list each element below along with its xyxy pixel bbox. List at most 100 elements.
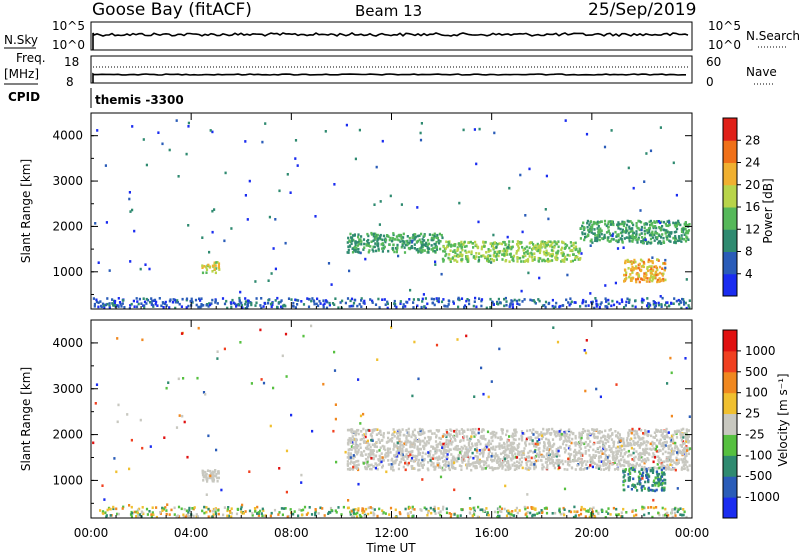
velocity-cell <box>646 457 649 460</box>
velocity-cell <box>460 468 463 471</box>
power-cell <box>421 238 424 241</box>
power-cell <box>668 223 671 227</box>
velocity-cell <box>483 467 486 470</box>
power-cell <box>307 305 311 309</box>
power-cell <box>138 297 141 301</box>
power-cell <box>680 230 684 233</box>
power-cell <box>628 225 631 229</box>
velocity-cell <box>497 507 500 511</box>
velocity-cell <box>608 429 611 432</box>
velocity-cell <box>180 507 183 511</box>
power-cell <box>456 260 459 263</box>
velocity-cell <box>262 381 266 385</box>
velocity-cell <box>595 387 598 391</box>
colorbar-tick-label: 1000 <box>745 344 776 358</box>
velocity-cell <box>681 459 684 462</box>
velocity-cell <box>682 436 685 439</box>
velocity-cell <box>479 436 482 439</box>
velocity-cell <box>603 444 606 448</box>
velocity-cell <box>257 511 260 514</box>
velocity-cell <box>468 497 472 500</box>
velocity-cell <box>597 441 600 444</box>
power-cell <box>617 240 620 243</box>
velocity-cell <box>447 464 450 467</box>
velocity-cell <box>667 455 670 459</box>
velocity-cell <box>616 436 620 439</box>
velocity-cell <box>641 436 644 440</box>
velocity-cell <box>623 464 626 467</box>
power-cell <box>589 227 592 231</box>
velocity-cell <box>673 467 676 470</box>
power-cell <box>660 227 663 230</box>
power-cell <box>447 244 450 247</box>
power-cell <box>597 228 600 232</box>
velocity-cell <box>429 459 432 462</box>
power-cell <box>589 220 592 223</box>
velocity-cell <box>503 443 506 446</box>
power-cell <box>433 303 436 307</box>
power-cell <box>205 271 208 274</box>
velocity-cell <box>576 510 579 513</box>
velocity-cell <box>281 513 284 517</box>
velocity-cell <box>374 466 377 470</box>
power-cell <box>214 264 217 267</box>
power-cell <box>658 226 661 229</box>
power-cell <box>642 298 645 302</box>
power-cell <box>435 297 438 300</box>
power-cell <box>600 229 603 232</box>
power-cell <box>521 230 524 234</box>
velocity-cell <box>308 506 311 509</box>
velocity-cell <box>453 436 456 439</box>
power-cell <box>621 220 624 224</box>
velocity-cell <box>427 451 430 454</box>
velocity-cell <box>398 441 401 445</box>
power-cell <box>358 238 361 242</box>
velocity-cell <box>643 449 646 452</box>
velocity-cell <box>605 467 608 470</box>
velocity-cell <box>495 460 498 463</box>
velocity-cell <box>628 476 632 479</box>
power-cell <box>363 299 366 303</box>
power-cell <box>371 248 374 251</box>
velocity-cell <box>479 442 482 446</box>
velocity-cell <box>453 513 456 516</box>
power-cell <box>516 256 519 260</box>
velocity-cell <box>502 441 506 445</box>
velocity-cell <box>421 439 424 443</box>
power-cell <box>459 251 462 254</box>
velocity-cell <box>204 393 207 396</box>
power-cell <box>650 267 653 270</box>
velocity-cell <box>211 478 214 482</box>
power-cell <box>421 243 425 247</box>
ytick-label: 3000 <box>52 382 83 396</box>
power-cell <box>679 223 682 227</box>
velocity-cell <box>348 437 351 440</box>
power-cell <box>574 248 577 252</box>
power-cell <box>663 228 666 232</box>
velocity-cell <box>606 435 609 438</box>
velocity-cell <box>661 432 664 435</box>
power-cell <box>520 241 523 244</box>
velocity-cell <box>535 454 538 458</box>
velocity-cell <box>667 447 670 451</box>
power-cell <box>561 240 564 244</box>
velocity-cell <box>598 430 601 433</box>
power-cell <box>516 302 519 306</box>
velocity-cell <box>573 505 576 509</box>
velocity-cell <box>599 439 602 443</box>
power-cell <box>507 243 510 246</box>
velocity-cell <box>575 451 578 454</box>
velocity-cell <box>667 431 670 434</box>
velocity-cell <box>618 446 621 450</box>
velocity-cell <box>417 463 420 466</box>
power-cell <box>586 221 589 225</box>
power-cell <box>631 221 634 225</box>
power-cell <box>603 236 606 239</box>
power-cell <box>517 249 520 252</box>
power-cell <box>549 254 552 257</box>
velocity-cell <box>544 461 547 464</box>
velocity-cell <box>499 435 502 439</box>
velocity-cell <box>398 430 401 433</box>
velocity-cell <box>380 452 383 455</box>
velocity-cell <box>638 446 641 449</box>
